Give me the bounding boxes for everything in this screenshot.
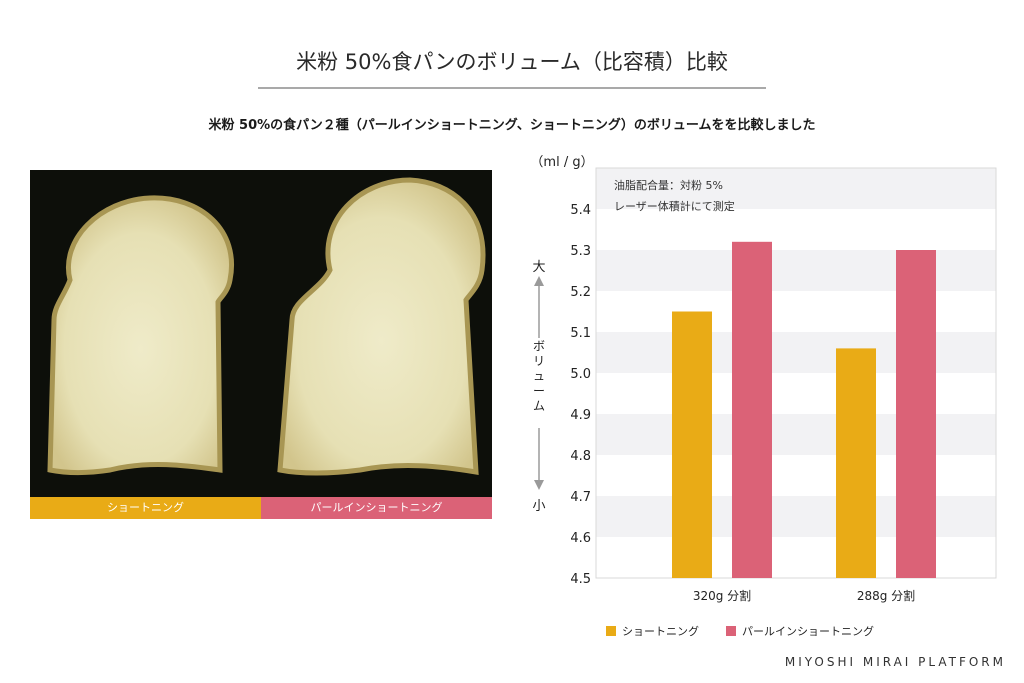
bars [672,241,936,579]
bar-pearl-shortening-1 [896,250,936,578]
indicator-arrowhead-down [534,480,544,490]
bread-photo [30,170,492,497]
bar-shortening-0 [672,311,712,578]
indicator-arrowhead-up [534,276,544,286]
bar-pearl-shortening-0 [732,241,772,579]
plot-frame [595,167,997,579]
x-tick-label: 288g 分割 [857,588,915,603]
y-tick-labels: 4.5 4.6 4.7 4.8 4.9 5.0 5.1 5.2 5.3 5.4 [570,203,591,587]
y-tick-label: 4.8 [570,449,591,464]
annotation-line-1: 油脂配合量：対粉 5% [614,178,723,192]
photo-label-shortening: ショートニング [30,497,261,519]
page-subtitle: 米粉 50%の食パン２種（パールインショートニング、ショートニング）のボリューム… [208,118,816,133]
x-tick-label: 320g 分割 [693,588,751,603]
legend-label-pearl-shortening: パールインショートニング [742,624,874,638]
footer-brand: MIYOSHI MIRAI PLATFORM [784,655,1006,669]
bar-shortening-1 [836,348,876,578]
grid-band [596,168,996,209]
title-divider [258,87,766,89]
legend-swatch-pearl-shortening [726,626,736,636]
legend-swatch-shortening [606,626,616,636]
y-tick-label: 5.2 [570,285,591,300]
y-tick-label: 4.9 [570,408,591,423]
indicator-small: 小 [532,499,545,514]
indicator-large: 大 [532,260,545,275]
y-tick-label: 4.7 [570,490,591,505]
y-tick-label: 5.0 [570,367,591,382]
x-tick-labels: 320g 分割 288g 分割 [693,588,915,603]
unit-label: （ml / g） [530,155,593,170]
y-tick-label: 5.3 [570,244,591,259]
photo-label-pearl-shortening: パールインショートニング [261,497,492,519]
y-tick-label: 5.4 [570,203,591,218]
bread-slice-left [47,195,234,476]
indicator-volume: ボリューム [533,339,545,413]
bread-slice-right [277,177,486,476]
legend-label-shortening: ショートニング [622,624,699,638]
y-tick-label: 4.5 [570,572,591,587]
y-tick-label: 5.1 [570,326,591,341]
annotation-line-2: レーザー体積計にて測定 [614,199,735,213]
y-tick-label: 4.6 [570,531,591,546]
page-title: 米粉 50%食パンのボリューム（比容積）比較 [296,50,728,74]
